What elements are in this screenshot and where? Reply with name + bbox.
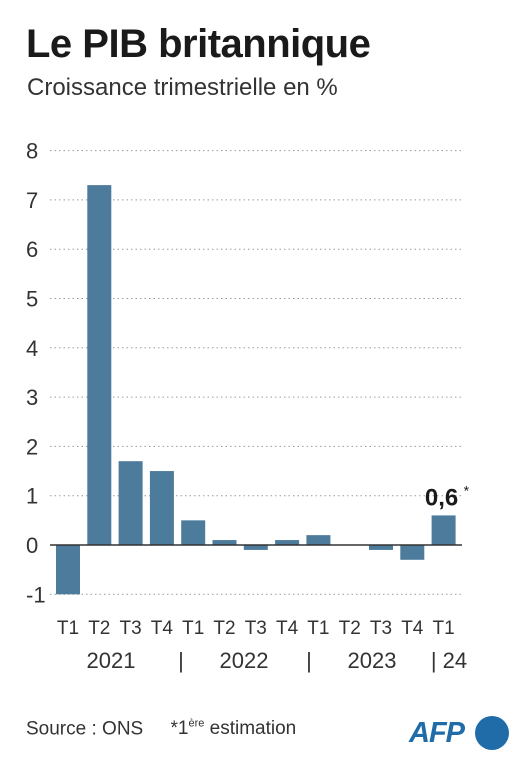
x-tick-label: T1 bbox=[307, 618, 329, 639]
afp-logo: AFP bbox=[409, 716, 509, 750]
logo-circle-icon bbox=[475, 716, 509, 750]
year-label: 2022 bbox=[220, 648, 269, 673]
y-tick-label: 7 bbox=[26, 188, 38, 213]
bar bbox=[118, 461, 143, 545]
x-tick-label: T2 bbox=[213, 618, 235, 639]
x-tick-label: T1 bbox=[433, 618, 455, 639]
y-tick-label: 0 bbox=[26, 533, 38, 558]
note-superscript: ère bbox=[188, 718, 205, 730]
year-label: | 24 bbox=[431, 648, 467, 673]
x-tick-label: T2 bbox=[339, 618, 361, 639]
year-label: | bbox=[306, 648, 312, 673]
y-tick-label: 1 bbox=[26, 484, 38, 509]
bar bbox=[243, 545, 268, 550]
y-tick-label: 2 bbox=[26, 434, 38, 459]
y-tick-label: 6 bbox=[26, 237, 38, 262]
logo-text: AFP bbox=[409, 717, 465, 749]
gdp-bar-chart: -1 0 1 2 3 4 5 6 7 8 T1 T2 T3 T4 T1 T2 T3 T4 T1 T2 T3 T4 T1 202… bbox=[26, 139, 470, 673]
year-label: 2021 bbox=[87, 648, 136, 673]
bar bbox=[306, 535, 331, 545]
annotation-asterisk: * bbox=[464, 482, 470, 498]
x-tick-label: T3 bbox=[245, 618, 267, 639]
x-tick-label: T4 bbox=[151, 618, 174, 639]
x-tick-label: T4 bbox=[276, 618, 299, 639]
note-suffix: estimation bbox=[204, 718, 297, 740]
value-annotation: 0,6 bbox=[425, 484, 458, 511]
x-tick-label: T1 bbox=[57, 618, 79, 639]
source-text: Source : ONS bbox=[26, 718, 144, 740]
year-label: | bbox=[178, 648, 184, 673]
bar bbox=[149, 471, 174, 545]
year-label: 2023 bbox=[348, 648, 397, 673]
bar bbox=[275, 540, 300, 545]
bar bbox=[56, 545, 80, 595]
x-tick-label: T1 bbox=[182, 618, 204, 639]
y-tick-label: 5 bbox=[26, 287, 38, 312]
y-tick-label: -1 bbox=[26, 582, 46, 607]
bar bbox=[431, 515, 456, 545]
footer: Source : ONS *1ère estimation bbox=[26, 718, 296, 740]
bar bbox=[181, 520, 206, 545]
bar bbox=[400, 545, 425, 560]
page-title: Le PIB britannique bbox=[26, 22, 371, 66]
bar bbox=[212, 540, 237, 545]
x-tick-label: T2 bbox=[88, 618, 110, 639]
bar bbox=[369, 545, 393, 550]
page-subtitle: Croissance trimestrielle en % bbox=[27, 74, 338, 101]
x-tick-label: T3 bbox=[370, 618, 392, 639]
x-tick-label: T3 bbox=[120, 618, 142, 639]
note-prefix: *1 bbox=[170, 718, 189, 740]
bar bbox=[87, 185, 112, 546]
y-tick-label: 3 bbox=[26, 385, 38, 410]
y-tick-label: 4 bbox=[26, 336, 38, 361]
y-tick-label: 8 bbox=[26, 139, 38, 164]
x-tick-label: T4 bbox=[401, 618, 424, 639]
estimate-note: *1ère estimation bbox=[171, 718, 297, 739]
